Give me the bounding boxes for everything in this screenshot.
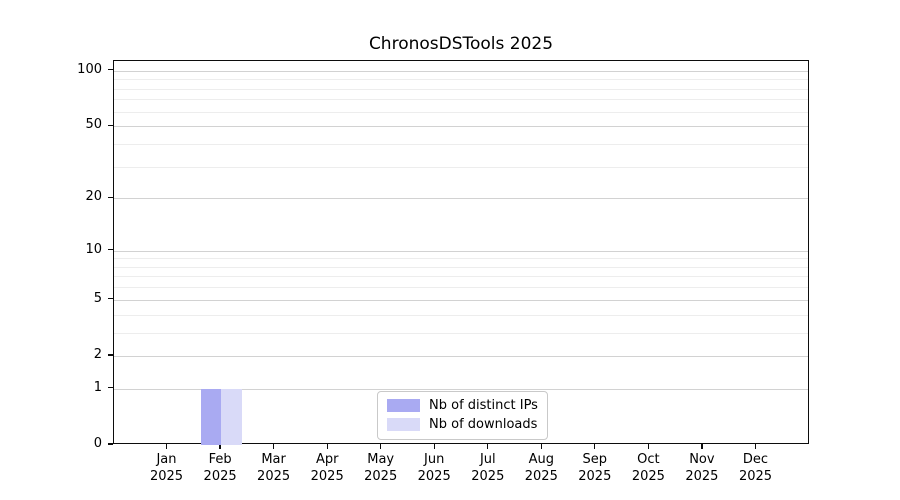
minor-gridline <box>114 287 808 289</box>
x-tick-label-month: May <box>367 452 395 467</box>
major-gridline <box>114 126 808 128</box>
x-tick-label: Jan 2025 <box>132 451 202 485</box>
x-tick-label: Nov 2025 <box>667 451 737 485</box>
legend-label: Nb of downloads <box>429 417 538 432</box>
x-tick-label-month: Jun <box>424 452 445 467</box>
x-tick-label: Feb 2025 <box>185 451 255 485</box>
y-tick-mark <box>108 248 113 251</box>
minor-gridline <box>114 314 808 316</box>
x-tick-label-year: 2025 <box>417 469 451 484</box>
major-gridline <box>114 250 808 252</box>
x-tick-label-month: Sep <box>582 452 608 467</box>
y-tick-label: 5 <box>93 290 102 306</box>
x-tick-mark <box>272 444 275 449</box>
x-tick-mark <box>647 444 650 449</box>
x-tick-label: Oct 2025 <box>613 451 683 485</box>
x-tick-mark <box>594 444 596 449</box>
x-tick-label-month: Jan <box>156 452 177 467</box>
y-tick-label: 1 <box>93 379 102 395</box>
x-tick-mark <box>540 444 542 449</box>
x-tick-mark <box>380 444 382 449</box>
x-tick-mark <box>487 444 489 449</box>
y-tick-mark <box>108 354 113 356</box>
x-tick-label-year: 2025 <box>203 469 237 484</box>
y-tick-mark <box>108 443 113 445</box>
y-tick-mark <box>108 387 113 389</box>
x-tick-label-month: Dec <box>742 452 769 467</box>
x-tick-label-year: 2025 <box>738 469 773 484</box>
x-tick-label-year: 2025 <box>471 469 505 484</box>
legend-label: Nb of distinct IPs <box>429 398 538 413</box>
x-tick-mark <box>165 444 168 449</box>
x-tick-label-year: 2025 <box>149 469 184 484</box>
y-tick-label: 2 <box>93 346 102 362</box>
x-tick-mark <box>326 444 328 449</box>
downloads-swatch <box>387 418 420 431</box>
x-tick-label: Dec 2025 <box>721 451 791 485</box>
y-tick-mark <box>108 124 113 126</box>
y-tick-mark <box>108 69 113 71</box>
minor-gridline <box>114 143 808 145</box>
x-tick-label-year: 2025 <box>685 469 719 484</box>
x-tick-label: Jul 2025 <box>453 451 523 485</box>
x-tick-label-year: 2025 <box>257 469 291 484</box>
plot-area: Nb of distinct IPs Nb of downloads <box>113 60 809 445</box>
y-tick-mark <box>108 298 113 300</box>
minor-gridline <box>114 276 808 278</box>
minor-gridline <box>114 111 808 113</box>
minor-gridline <box>114 166 808 168</box>
legend-item-downloads: Nb of downloads <box>387 417 538 432</box>
major-gridline <box>114 70 808 72</box>
x-tick-mark <box>433 444 435 449</box>
distinct-ips-swatch <box>387 399 420 412</box>
y-tick-label: 100 <box>77 61 102 77</box>
x-tick-label-year: 2025 <box>364 469 398 484</box>
major-gridline <box>114 388 808 390</box>
x-tick-label: May 2025 <box>346 451 416 485</box>
x-tick-label-month: Jul <box>479 452 496 467</box>
x-tick-label: Aug 2025 <box>506 451 576 485</box>
major-gridline <box>114 299 808 301</box>
x-tick-label-year: 2025 <box>524 469 558 484</box>
minor-gridline <box>114 332 808 334</box>
y-tick-mark <box>108 196 113 198</box>
x-tick-label-year: 2025 <box>310 469 344 484</box>
x-tick-label-year: 2025 <box>631 469 665 484</box>
bar-downloads <box>221 388 242 445</box>
minor-gridline <box>114 79 808 81</box>
x-tick-label: Jun 2025 <box>399 451 469 485</box>
x-tick-mark <box>701 444 703 449</box>
bar-distinct-ips <box>200 388 222 445</box>
x-tick-label-month: Nov <box>689 452 715 467</box>
x-tick-label-month: Feb <box>208 452 232 467</box>
legend-item-distinct-ips: Nb of distinct IPs <box>387 398 538 413</box>
legend: Nb of distinct IPs Nb of downloads <box>377 391 548 440</box>
minor-gridline <box>114 88 808 90</box>
x-tick-label: Sep 2025 <box>560 451 630 485</box>
x-tick-mark <box>754 444 757 449</box>
x-tick-label-month: Mar <box>261 452 286 467</box>
x-tick-label: Mar 2025 <box>239 451 309 485</box>
x-tick-label-month: Apr <box>315 452 339 467</box>
minor-gridline <box>114 266 808 268</box>
major-gridline <box>114 198 808 200</box>
minor-gridline <box>114 258 808 260</box>
x-tick-label-month: Oct <box>637 452 660 467</box>
y-tick-label: 20 <box>85 189 102 205</box>
x-tick-label-year: 2025 <box>578 469 612 484</box>
major-gridline <box>114 355 808 357</box>
x-tick-label: Apr 2025 <box>292 451 362 485</box>
y-tick-label: 50 <box>85 117 102 133</box>
y-tick-label: 0 <box>93 436 102 451</box>
x-tick-mark <box>219 444 221 449</box>
chart-title: ChronosDSTools 2025 <box>368 34 554 54</box>
minor-gridline <box>114 99 808 101</box>
x-tick-label-month: Aug <box>528 452 554 467</box>
y-tick-label: 10 <box>85 241 102 257</box>
